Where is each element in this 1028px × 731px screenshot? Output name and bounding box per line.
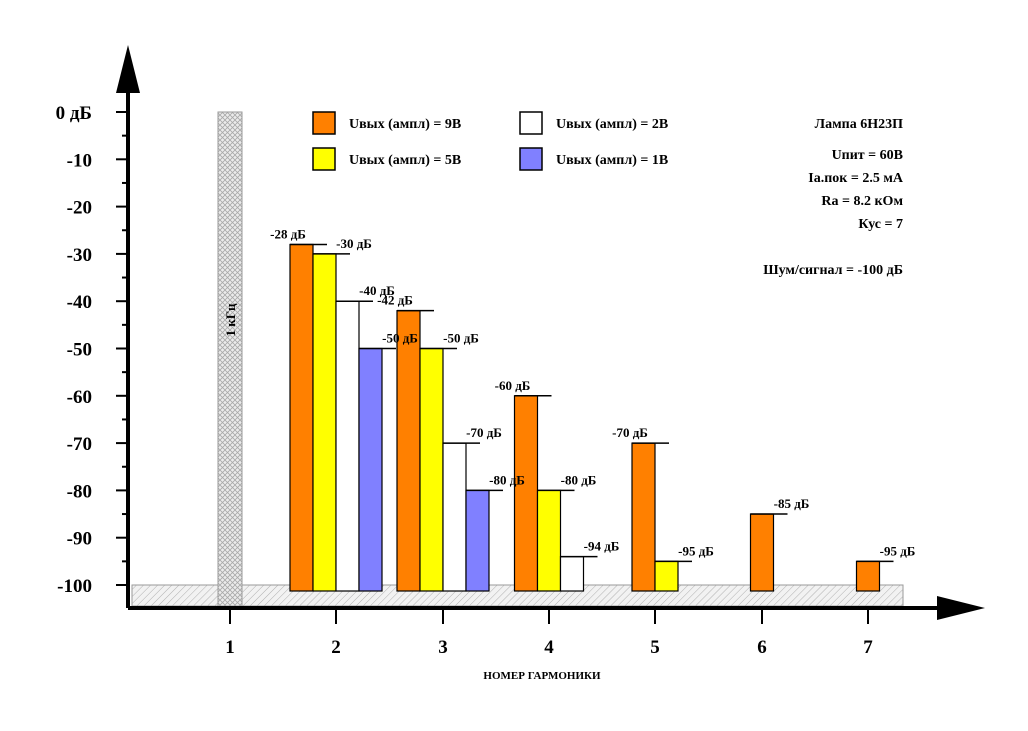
x-axis-title: НОМЕР ГАРМОНИКИ [483, 670, 601, 682]
y-tick-label-4: -40 [67, 292, 92, 313]
y-tick-label-1: -10 [67, 150, 92, 171]
x-tick-label-6: 7 [863, 637, 873, 658]
bar-h3-s2 [442, 442, 467, 592]
bar-h5-s1 [654, 560, 679, 592]
legend-swatch-2v [519, 111, 543, 135]
bar-h4-s0 [513, 395, 539, 592]
value-label-h2-s2: -40 дБ [359, 283, 395, 298]
bar-h2-s0 [289, 243, 314, 592]
legend-swatch-5v [312, 147, 336, 171]
noise-ratio-text: Шум/сигнал = -100 дБ [763, 263, 903, 278]
legend-swatch-1v [519, 147, 543, 171]
legend-label-9v: Uвых (ампл) = 9В [349, 117, 461, 132]
y-tick-label-7: -70 [67, 434, 92, 455]
y-tick-label-6: -60 [67, 387, 92, 408]
legend-label-2v: Uвых (ампл) = 2В [556, 117, 668, 132]
legend: Uвых (ампл) = 9В Uвых (ампл) = 2В Uвых (… [312, 111, 668, 171]
y-tick-label-3: -30 [67, 245, 92, 266]
fundamental-bar [217, 111, 243, 607]
y-tick-label-8: -80 [67, 481, 92, 502]
bar-h3-s0 [396, 310, 421, 592]
value-label-h5-s1: -95 дБ [678, 543, 714, 558]
value-label-h4-s1: -80 дБ [561, 472, 597, 487]
value-label-h6-s0: -85 дБ [774, 496, 810, 511]
value-label-h7-s0: -95 дБ [880, 543, 916, 558]
bar-h7-s0 [855, 560, 881, 592]
y-tick-label-0: 0 дБ [56, 103, 92, 124]
supply-voltage-text: Uпит = 60В [832, 148, 903, 163]
legend-label-1v: Uвых (ампл) = 1В [556, 153, 668, 168]
tube-parameters: Лампа 6Н23П Uпит = 60В Iа.пок = 2.5 мА R… [763, 117, 904, 278]
bar-h5-s0 [631, 442, 656, 592]
x-tick-label-0: 1 [225, 637, 235, 658]
y-tick-label-2: -20 [67, 198, 92, 219]
value-label-h2-s3: -50 дБ [382, 331, 418, 346]
bar-h4-s1 [536, 489, 562, 592]
value-label-h4-s0: -60 дБ [495, 378, 531, 393]
bar-h2-s1 [312, 253, 337, 592]
legend-swatch-9v [312, 111, 336, 135]
bar-h4-s2 [559, 556, 585, 592]
x-tick-label-4: 5 [650, 637, 660, 658]
bar-h2-s3 [358, 347, 383, 592]
bar-h2-s2 [335, 300, 360, 592]
value-label-h3-s0: -42 дБ [377, 293, 413, 308]
value-label-h3-s2: -70 дБ [466, 425, 502, 440]
y-axis-arrow [116, 45, 140, 93]
gain-text: Кус = 7 [858, 217, 903, 232]
y-tick-label-5: -50 [67, 340, 92, 361]
legend-label-5v: Uвых (ампл) = 5В [349, 153, 461, 168]
x-tick-label-1: 2 [331, 637, 341, 658]
x-axis-arrow [937, 596, 985, 620]
value-label-h3-s1: -50 дБ [443, 331, 479, 346]
value-label-h2-s0: -28 дБ [270, 226, 306, 241]
bar-h6-s0 [749, 513, 775, 592]
value-label-h2-s1: -30 дБ [336, 236, 372, 251]
value-label-h4-s2: -94 дБ [584, 539, 620, 554]
y-tick-label-9: -90 [67, 529, 92, 550]
anode-resistor-text: Ra = 8.2 кОм [821, 194, 903, 209]
x-tick-label-5: 6 [757, 637, 767, 658]
bar-h3-s1 [419, 347, 444, 592]
value-label-h3-s3: -80 дБ [489, 472, 525, 487]
y-tick-label-10: -100 [57, 576, 92, 597]
bar-h3-s3 [465, 489, 490, 592]
value-label-h5-s0: -70 дБ [612, 425, 648, 440]
tube-type-text: Лампа 6Н23П [815, 117, 903, 132]
x-tick-label-3: 4 [544, 637, 554, 658]
fundamental-label: 1 кГц [223, 303, 238, 337]
quiescent-current-text: Iа.пок = 2.5 мА [808, 171, 904, 186]
x-tick-label-2: 3 [438, 637, 448, 658]
